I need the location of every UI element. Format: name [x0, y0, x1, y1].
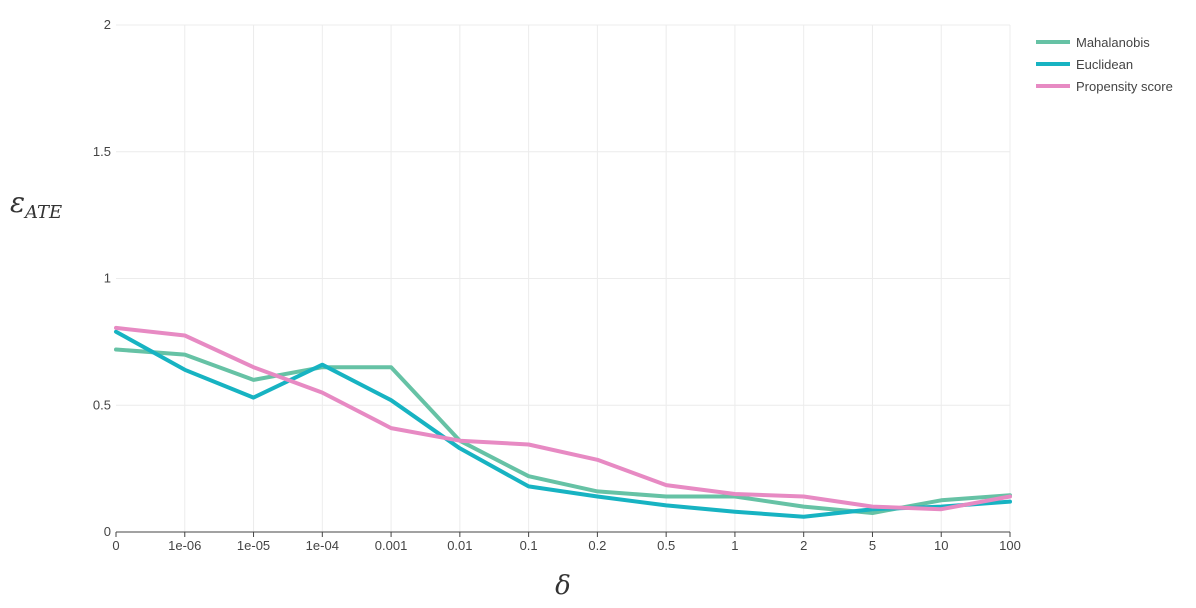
y-axis-title-subscript: ATE — [23, 202, 62, 223]
x-tick-label: 0.2 — [588, 538, 606, 553]
y-tick-label: 2 — [104, 17, 111, 32]
y-tick-label: 0.5 — [93, 397, 111, 412]
x-axis-title: δ — [555, 571, 571, 601]
x-tick-label: 100 — [999, 538, 1021, 553]
x-tick-label: 0.5 — [657, 538, 675, 553]
legend-label: Mahalanobis — [1076, 35, 1150, 50]
x-tick-label: 0.1 — [520, 538, 538, 553]
x-tick-label: 1 — [731, 538, 738, 553]
x-tick-label: 1e-06 — [168, 538, 201, 553]
series-line-euclidean — [114, 329, 1012, 519]
x-tick-label: 5 — [869, 538, 876, 553]
legend: Mahalanobis Euclidean Propensity score — [1036, 35, 1173, 94]
legend-label: Propensity score — [1076, 79, 1173, 94]
x-tick-label: 0.001 — [375, 538, 408, 553]
x-tick-label: 10 — [934, 538, 948, 553]
grid-lines — [116, 24, 1011, 532]
x-tick-label: 0.01 — [447, 538, 472, 553]
series-line-propensity-score — [114, 325, 1012, 512]
y-axis-title: ε ATE — [10, 186, 62, 223]
y-tick-label: 1 — [104, 271, 111, 286]
y-tick-label: 0 — [104, 524, 111, 539]
x-tick-label: 1e-04 — [306, 538, 339, 553]
y-axis-title-symbol: ε — [10, 186, 25, 219]
legend-label: Euclidean — [1076, 57, 1133, 72]
y-tick-label: 1.5 — [93, 144, 111, 159]
legend-item: Euclidean — [1036, 57, 1133, 72]
series-lines — [114, 325, 1012, 519]
x-tick-label: 0 — [112, 538, 119, 553]
axes — [115, 531, 1011, 537]
x-tick-label: 2 — [800, 538, 807, 553]
tick-labels: 0 0.5 1 1.5 2 0 1e-06 1e-05 1e-04 0.001 0.01 0.1 0.2… — [93, 17, 1021, 553]
x-tick-label: 1e-05 — [237, 538, 270, 553]
legend-item: Propensity score — [1036, 79, 1173, 94]
series-line-mahalanobis — [114, 347, 1012, 515]
legend-item: Mahalanobis — [1036, 35, 1150, 50]
